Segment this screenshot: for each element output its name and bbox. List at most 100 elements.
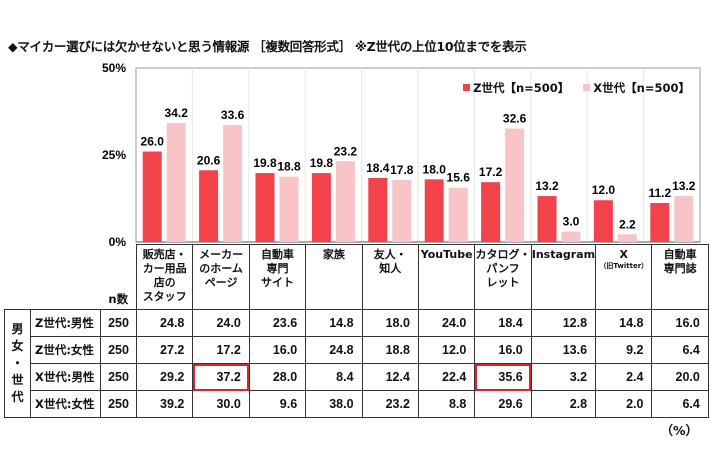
table-cell: 24.8: [135, 309, 194, 337]
column-header-line: カタログ・: [475, 248, 531, 261]
table-cell: 12.0: [417, 336, 476, 364]
table-cell: 12.8: [530, 309, 597, 337]
data-label-x: 33.6: [221, 108, 245, 122]
data-label-x: 3.0: [563, 215, 580, 229]
row-label: X世代:男性: [30, 363, 101, 391]
legend-label-z: Z世代【n=500】: [473, 81, 570, 95]
column-header: YouTube: [417, 244, 476, 310]
column-header-line: 家族: [322, 248, 345, 261]
column-header-line: ページ: [204, 276, 238, 289]
data-label-z: 12.0: [592, 183, 616, 197]
column-header-line: カー用品: [142, 262, 187, 275]
table-cell: 9.6: [248, 390, 307, 418]
legend-item-z: Z世代【n=500】: [463, 80, 569, 96]
table-cell: 16.0: [651, 309, 709, 337]
column-header-line: 知人: [379, 262, 402, 275]
table-cell: 18.4: [474, 309, 532, 337]
bar-x: [674, 196, 694, 242]
legend: Z世代【n=500】 X世代【n=500】: [463, 80, 690, 96]
table-cell: 14.8: [305, 309, 363, 337]
table-cell: 16.0: [248, 336, 307, 364]
header-blank: [31, 245, 101, 310]
column-header-line: X: [619, 248, 629, 261]
data-label-z: 19.8: [310, 156, 334, 170]
column-header: Instagram: [530, 244, 597, 310]
data-label-x: 32.6: [503, 112, 527, 126]
n-value: 250: [100, 363, 137, 391]
unit-label: （%）: [660, 423, 698, 438]
table-cell: 24.8: [305, 336, 363, 364]
column-header-sub: （旧Twitter）: [599, 262, 649, 270]
bar-z: [142, 151, 162, 242]
table-cell: 8.8: [417, 390, 476, 418]
row-label: X世代:女性: [30, 390, 101, 418]
column-header-line: 専門誌: [663, 262, 697, 275]
column-header: 自動車 専門誌: [651, 244, 709, 310]
column-header-line: Instagram: [531, 248, 596, 261]
group-label-char: 男: [11, 322, 24, 336]
table-cell: 12.4: [361, 363, 419, 391]
data-label-z: 20.6: [197, 153, 221, 167]
table-cell: 39.2: [135, 390, 194, 418]
table-cell: 27.2: [135, 336, 194, 364]
data-label-x: 18.8: [277, 160, 301, 174]
n-value: 250: [100, 336, 137, 364]
bar-chart: 0%25%50%26.034.220.633.619.8 18.8 19.823.2…: [102, 61, 701, 249]
data-label-x: 2.2: [619, 217, 636, 231]
data-label-x: 34.2: [165, 106, 189, 120]
bar-z: [650, 203, 670, 242]
table-cell: 24.0: [417, 309, 476, 337]
table-cell: 29.2: [135, 363, 194, 391]
bar-x: [335, 161, 355, 242]
data-label-x: 15.6: [447, 171, 471, 185]
y-tick-label: 25%: [102, 148, 126, 162]
data-label-z: 17.2: [479, 165, 503, 179]
column-header: 自動車 専門 サイト: [248, 244, 307, 310]
table-row: Z世代:女性 250 27.2 17.2 16.0 24.8 18.8 12.0 16.0 13.…: [5, 336, 709, 364]
table-cell: 17.2: [192, 336, 250, 364]
bar-z: [593, 200, 613, 242]
chart-title: ◆マイカー選びには欠かせないと思う情報源 ［複数回答形式］ ※Z世代の上位10位…: [8, 39, 527, 54]
group-label-char: ・: [11, 356, 24, 370]
table-cell-highlighted: 37.2: [192, 363, 250, 391]
table-cell: 2.8: [530, 390, 597, 418]
column-header: X （旧Twitter）: [595, 244, 653, 310]
data-label-z: 11.2: [648, 186, 671, 200]
bar-z: [424, 179, 444, 242]
y-tick-label: 50%: [102, 61, 126, 75]
bar-x: [505, 128, 525, 242]
table-cell: 3.2: [530, 363, 597, 391]
column-header-line: のホーム: [199, 262, 243, 275]
data-label-z: 13.2: [535, 179, 559, 193]
data-label-x: 13.2: [672, 179, 696, 193]
bar-z: [311, 173, 331, 242]
column-header-line: スタッフ: [142, 290, 187, 303]
column-header-line: 自動車: [663, 248, 697, 261]
column-header-line: 販売店・: [142, 248, 187, 261]
data-table: n数 販売店・ カー用品 店の スタッフ メーカー のホーム ページ 自動車 専門 サイト 家族 友人…: [4, 244, 709, 418]
column-header: 販売店・ カー用品 店の スタッフ: [135, 244, 194, 310]
data-label-x: 17.8: [390, 163, 414, 177]
column-header-line: パンフ: [486, 262, 520, 275]
table-cell: 8.4: [305, 363, 363, 391]
table-cell: 14.8: [595, 309, 653, 337]
bar-x: [448, 187, 468, 242]
table-header-row: n数 販売店・ カー用品 店の スタッフ メーカー のホーム ページ 自動車 専門 サイト 家族 友人…: [5, 244, 709, 310]
column-header-line: 自動車: [260, 248, 294, 261]
bar-x: [392, 180, 412, 242]
table-cell: 18.0: [361, 309, 419, 337]
column-header-line: サイト: [260, 276, 294, 289]
bar-x: [223, 125, 243, 242]
bar-z: [199, 170, 219, 242]
table-row: X世代:女性 250 39.2 30.0 9.6 38.0 23.2 8.8 29.6 2.8 2.…: [5, 390, 709, 418]
data-label-z: 18.0: [423, 162, 447, 176]
table-cell: 20.0: [651, 363, 709, 391]
column-header-line: メーカー: [199, 248, 244, 261]
column-header: 友人・ 知人: [361, 244, 419, 310]
bar-z: [481, 182, 501, 242]
column-header-line: YouTube: [420, 248, 473, 261]
table-cell: 2.0: [595, 390, 653, 418]
bar-x: [166, 122, 186, 242]
group-label-char: 世: [11, 373, 24, 387]
row-label: Z世代:男性: [30, 309, 101, 337]
